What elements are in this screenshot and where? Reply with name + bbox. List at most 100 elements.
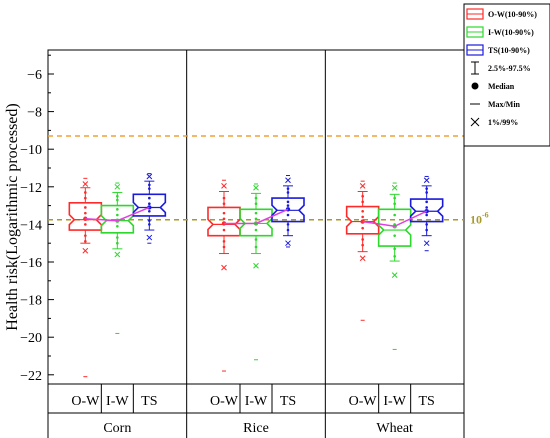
data-point bbox=[116, 213, 119, 217]
data-point bbox=[361, 194, 364, 198]
data-point bbox=[222, 211, 226, 215]
category-label: TS bbox=[141, 394, 157, 409]
data-point bbox=[361, 200, 364, 204]
y-tick-label: −22 bbox=[20, 369, 42, 384]
legend-label: 1%/99% bbox=[488, 118, 518, 127]
box-rice-ts bbox=[271, 175, 305, 248]
data-point bbox=[361, 215, 364, 219]
legend-label: O-W(10-90%) bbox=[488, 10, 537, 19]
y-tick-label: −16 bbox=[20, 256, 42, 271]
data-point bbox=[425, 228, 428, 232]
data-point bbox=[286, 187, 290, 190]
box-corn-o-w bbox=[68, 177, 103, 378]
data-point bbox=[286, 204, 290, 207]
category-label: O-W bbox=[71, 394, 100, 409]
y-tick-label: −6 bbox=[27, 68, 42, 83]
y-axis-label: Health risk(Logarithmic processed) bbox=[4, 103, 21, 330]
data-point bbox=[222, 217, 226, 221]
category-label: TS bbox=[418, 394, 434, 409]
data-point bbox=[254, 211, 258, 215]
data-point bbox=[286, 191, 290, 194]
legend-label: TS(10-90%) bbox=[488, 46, 530, 55]
percentile-1-marker bbox=[285, 240, 291, 247]
data-point bbox=[361, 243, 364, 247]
data-point bbox=[84, 206, 87, 209]
data-point bbox=[393, 202, 396, 206]
data-point bbox=[286, 228, 290, 232]
data-point bbox=[84, 240, 87, 243]
legend: O-W(10-90%) I-W(10-90%) TS(10-90%) 2.5%-97.… bbox=[463, 3, 550, 147]
data-point bbox=[254, 217, 258, 221]
y-axis: −6 −8 −10 −12 −14 −16 −18 −20 −22 bbox=[20, 54, 54, 384]
panel-dividers bbox=[186, 50, 326, 384]
percentile-1-marker bbox=[146, 234, 153, 241]
mean-connector-line bbox=[362, 210, 427, 228]
percentile-99-marker bbox=[221, 183, 227, 189]
data-point bbox=[116, 241, 119, 245]
data-point bbox=[393, 234, 396, 237]
group-label: Rice bbox=[243, 421, 269, 436]
y-tick-label: −8 bbox=[27, 106, 42, 121]
data-point bbox=[84, 223, 87, 226]
percentile-1-marker bbox=[391, 272, 398, 279]
legend-swatch-cross bbox=[470, 117, 480, 127]
category-label: O-W bbox=[210, 394, 239, 409]
percentile-1-marker bbox=[253, 262, 259, 269]
legend-label: Median bbox=[488, 82, 515, 91]
data-point bbox=[286, 223, 290, 226]
mean-marker bbox=[360, 219, 365, 224]
data-point bbox=[254, 196, 258, 200]
data-point bbox=[116, 198, 119, 202]
box-wheat-o-w bbox=[345, 180, 380, 321]
y-tick-label: −10 bbox=[20, 143, 42, 158]
percentile-1-marker bbox=[359, 255, 366, 262]
data-point bbox=[425, 200, 428, 204]
data-point bbox=[393, 213, 396, 217]
box-corn-ts bbox=[132, 173, 167, 244]
box-wheat-ts bbox=[409, 175, 444, 252]
percentile-99-marker bbox=[146, 173, 153, 180]
data-point bbox=[361, 226, 364, 230]
legend-swatch-dot bbox=[471, 82, 479, 90]
mean-connector-line bbox=[85, 206, 150, 222]
percentile-1-marker bbox=[82, 247, 89, 254]
percentile-99-marker bbox=[285, 177, 291, 184]
data-point bbox=[425, 223, 428, 226]
data-point bbox=[148, 183, 151, 187]
legend-label: Max/Min bbox=[488, 100, 521, 109]
data-point bbox=[254, 245, 258, 249]
box-series bbox=[68, 173, 444, 378]
box-rice-o-w bbox=[207, 179, 241, 372]
y-tick-label: −14 bbox=[20, 218, 42, 233]
data-point bbox=[222, 245, 226, 249]
category-label: O-W bbox=[349, 394, 378, 409]
data-point bbox=[116, 194, 119, 198]
data-point bbox=[254, 238, 258, 241]
data-point bbox=[222, 228, 226, 232]
group-label: Wheat bbox=[376, 421, 413, 436]
data-point bbox=[148, 219, 151, 222]
percentile-99-marker bbox=[253, 184, 259, 191]
data-point bbox=[286, 200, 290, 204]
data-point bbox=[254, 202, 258, 206]
legend-frame bbox=[463, 3, 550, 147]
data-point bbox=[116, 224, 119, 228]
category-label: TS bbox=[280, 394, 296, 409]
data-point bbox=[425, 187, 428, 190]
data-point bbox=[286, 213, 290, 217]
category-label: I-W bbox=[383, 394, 406, 409]
data-point bbox=[116, 236, 119, 239]
legend-label: 2.5%-97.5% bbox=[488, 64, 531, 73]
mean-connector-line bbox=[224, 208, 289, 225]
data-point bbox=[222, 196, 226, 200]
data-point bbox=[393, 247, 396, 251]
data-point bbox=[425, 213, 428, 217]
data-point bbox=[84, 191, 87, 194]
data-point bbox=[84, 211, 87, 215]
percentile-1-marker bbox=[221, 264, 227, 271]
data-point bbox=[393, 255, 396, 258]
data-point bbox=[222, 202, 226, 206]
data-point bbox=[361, 238, 364, 241]
